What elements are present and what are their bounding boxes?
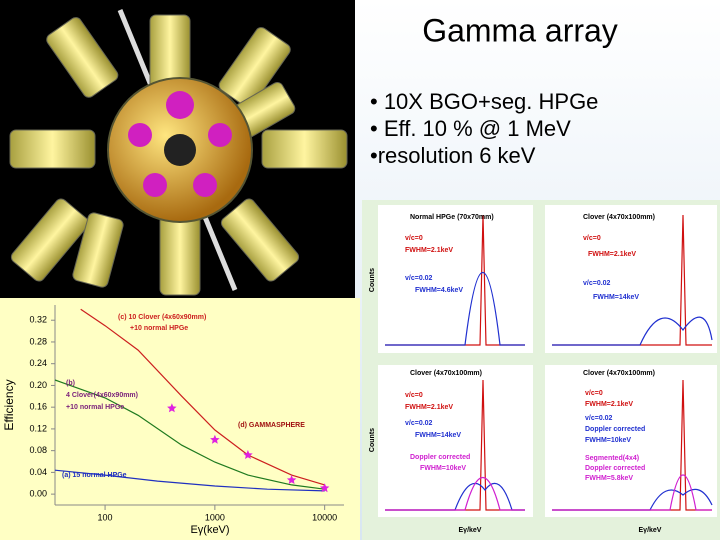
efficiency-chart: 0.00 0.04 0.08 0.12 0.16 0.20 0.24 0.28 0.32 100 1…	[29, 305, 344, 522]
panel-label: FWHM=4.6keV	[415, 287, 463, 294]
x-tick-label: 100	[98, 512, 113, 522]
panel-title: Clover (4x70x100mm)	[583, 370, 655, 377]
panel-label: v/c=0	[405, 235, 423, 242]
y-tick-label: 0.28	[29, 336, 47, 346]
slide-title: Gamma array	[422, 12, 618, 48]
x-axis-label: Eγ/keV	[639, 527, 662, 534]
data-point	[319, 483, 330, 493]
y-tick-label: 0.24	[29, 358, 47, 368]
y-axis-label: Counts	[369, 428, 376, 452]
data-point	[243, 450, 253, 459]
y-tick-label: 0.08	[29, 445, 47, 455]
y-tick-label: 0.12	[29, 423, 47, 433]
panel-label: v/c=0	[405, 392, 423, 399]
panel-label: v/c=0.02	[405, 420, 433, 427]
panel-label: Doppler corrected	[585, 465, 645, 472]
x-tick-label: 1000	[205, 512, 225, 522]
annotation: (c) 10 Clover (4x60x90mm)	[118, 314, 206, 321]
y-tick-label: 0.16	[29, 402, 47, 412]
panel-label: FWHM=14keV	[415, 432, 461, 439]
panel-label: FWHM=2.1keV	[405, 247, 453, 254]
y-tick-label: 0.32	[29, 315, 47, 325]
panel-title: Normal HPGe (70x70mm)	[410, 214, 494, 221]
spectra-panel: Counts Counts Eγ/keV Eγ/keV Normal HPGe …	[362, 200, 720, 540]
bullet: • Eff. 10 % @ 1 MeV	[370, 116, 571, 141]
annotation: (b)	[66, 380, 75, 387]
panel-label: FWHM=5.8keV	[585, 475, 633, 482]
annotation: +10 normal HPGe	[130, 325, 188, 332]
detector-illustration	[0, 0, 355, 300]
chart-panel	[0, 298, 360, 540]
panel-label: v/c=0.02	[583, 280, 611, 287]
annotation: +10 normal HPGe	[66, 404, 124, 411]
x-axis-label: Eγ(keV)	[190, 524, 229, 536]
panel-label: Doppler corrected	[410, 454, 470, 461]
data-point	[286, 475, 297, 484]
data-line	[80, 308, 325, 486]
panel-label: FWHM=2.1keV	[585, 401, 633, 408]
y-tick-label: 0.00	[29, 489, 47, 499]
panel-label: FWHM=10keV	[420, 465, 466, 472]
panel-title: Clover (4x70x100mm)	[410, 370, 482, 377]
annotation: (d) GAMMASPHERE	[238, 422, 305, 429]
data-line	[54, 379, 325, 490]
panel-label: FWHM=2.1keV	[405, 404, 453, 411]
panel-label: Segmented(4x4)	[585, 455, 639, 462]
y-tick-label: 0.20	[29, 380, 47, 390]
x-axis-label: Eγ/keV	[459, 527, 482, 534]
y-axis-label: Efficiency	[2, 379, 16, 430]
y-axis-label: Counts	[369, 268, 376, 292]
panel-label: v/c=0	[583, 235, 601, 242]
panel-label: v/c=0.02	[405, 275, 433, 282]
data-point	[210, 434, 220, 444]
panel-label: v/c=0	[585, 390, 603, 397]
panel-label: Doppler corrected	[585, 426, 645, 433]
annotation: (a) 15 normal HPGe	[62, 472, 127, 479]
annotation: 4 Clover(4x60x90mm)	[66, 392, 138, 399]
panel-label: v/c=0.02	[585, 415, 613, 422]
bullet: • 10X BGO+seg. HPGe	[370, 89, 598, 114]
bullet-list: • 10X BGO+seg. HPGe • Eff. 10 % @ 1 MeV …	[370, 89, 598, 168]
bullet: •resolution 6 keV	[370, 143, 536, 168]
data-point	[167, 403, 177, 413]
panel-label: FWHM=14keV	[593, 294, 639, 301]
y-tick-label: 0.04	[29, 467, 47, 477]
panel-title: Clover (4x70x100mm)	[583, 214, 655, 221]
panel-label: FWHM=2.1keV	[588, 251, 636, 258]
x-tick-label: 10000	[312, 512, 337, 522]
panel-label: FWHM=10keV	[585, 437, 631, 444]
data-line	[54, 469, 325, 492]
